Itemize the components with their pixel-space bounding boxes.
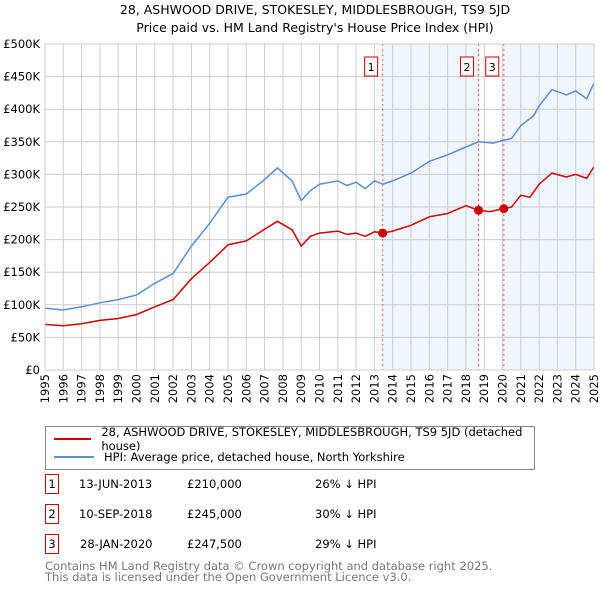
legend-label: HPI: Average price, detached house, Nort… [104,450,405,464]
sale-badge-label: 3 [489,61,496,74]
x-tick-label: 2020 [496,374,510,403]
legend-label: 28, ASHWOOD DRIVE, STOKESLEY, MIDDLESBRO… [101,425,523,453]
plot-border [44,43,595,371]
sale-price: £247,500 [187,537,242,551]
x-tick-label: 2025 [587,374,600,403]
x-tick-label: 2000 [130,374,144,403]
legend-item-property: 28, ASHWOOD DRIVE, STOKESLEY, MIDDLESBRO… [54,425,534,453]
x-tick-label: 2016 [422,374,436,403]
x-tick-label: 2018 [459,374,473,403]
x-tick-label: 2015 [404,374,418,403]
sale-date: 28-JAN-2020 [80,537,153,551]
y-tick-label: £350K [3,135,40,149]
sale-badge-label: 2 [464,61,471,74]
price-chart: 28, ASHWOOD DRIVE, STOKESLEY, MIDDLESBRO… [3,2,600,403]
x-tick-label: 2004 [203,374,217,403]
x-tick-label: 2012 [349,374,363,403]
x-tick-label: 2007 [258,374,272,403]
x-tick-label: 2019 [477,374,491,403]
x-tick-label: 2010 [313,374,327,403]
legend-swatch [54,438,92,440]
legend: 28, ASHWOOD DRIVE, STOKESLEY, MIDDLESBRO… [45,425,535,470]
sale-badge-label: 1 [368,61,375,74]
x-tick-label: 1997 [75,374,89,403]
y-tick-label: £250K [3,200,40,214]
x-tick-label: 2005 [221,374,235,403]
footer-line: Contains HM Land Registry data © Crown c… [45,559,493,573]
chart-subtitle: Price paid vs. HM Land Registry's House … [136,20,493,35]
sale-price: £210,000 [187,477,242,491]
x-tick-label: 2008 [276,374,290,403]
property-line [44,166,595,327]
x-tick-label: 2006 [239,374,253,403]
chart-title: 28, ASHWOOD DRIVE, STOKESLEY, MIDDLESBRO… [120,2,510,17]
x-tick-label: 2023 [550,374,564,403]
sale-date: 13-JUN-2013 [79,477,153,491]
x-tick-label: 2013 [367,374,381,403]
y-tick-label: £450K [3,70,40,84]
y-tick-label: £0 [25,363,40,377]
sale-date: 10-SEP-2018 [79,507,153,521]
y-tick-label: £200K [3,233,40,247]
y-tick-label: £150K [3,265,40,279]
sale-point [499,204,509,214]
x-tick-label: 2017 [441,374,455,403]
x-tick-label: 1998 [93,374,107,403]
y-tick-label: £500K [3,37,40,51]
x-tick-label: 2003 [184,374,198,403]
sale-price: £245,000 [187,507,242,521]
legend-item-hpi: HPI: Average price, detached house, Nort… [54,449,405,465]
x-tick-label: 2002 [166,374,180,403]
sale-badge: 3 [45,534,59,554]
x-tick-label: 2009 [294,374,308,403]
footer-line: This data is licensed under the Open Gov… [45,570,412,584]
y-tick-label: £400K [3,102,40,116]
sale-hpi: 29% ↓ HPI [315,537,377,551]
x-tick-label: 2021 [514,374,528,403]
sale-point [378,228,388,238]
hpi-line [44,82,595,311]
sale-badge [485,56,500,77]
x-tick-label: 2022 [532,374,546,403]
sale-badge: 2 [45,504,59,524]
legend-swatch [54,456,94,458]
y-tick-label: £300K [3,167,40,181]
y-tick-label: £100K [3,298,40,312]
sale-hpi: 30% ↓ HPI [315,507,377,521]
x-tick-label: 2011 [331,374,345,403]
x-tick-label: 1999 [111,374,125,403]
sale-hpi: 26% ↓ HPI [315,477,377,491]
sale-point [474,205,484,215]
sale-badge: 1 [45,474,59,494]
x-tick-label: 2024 [569,374,583,403]
x-tick-label: 1996 [56,374,70,403]
x-tick-label: 2001 [148,374,162,403]
sale-badge [364,56,379,77]
x-tick-label: 2014 [386,374,400,403]
y-tick-label: £50K [11,330,41,344]
sale-badge [460,56,475,77]
x-tick-label: 1995 [38,374,52,403]
footer: Contains HM Land Registry data © Crown c… [45,559,493,584]
